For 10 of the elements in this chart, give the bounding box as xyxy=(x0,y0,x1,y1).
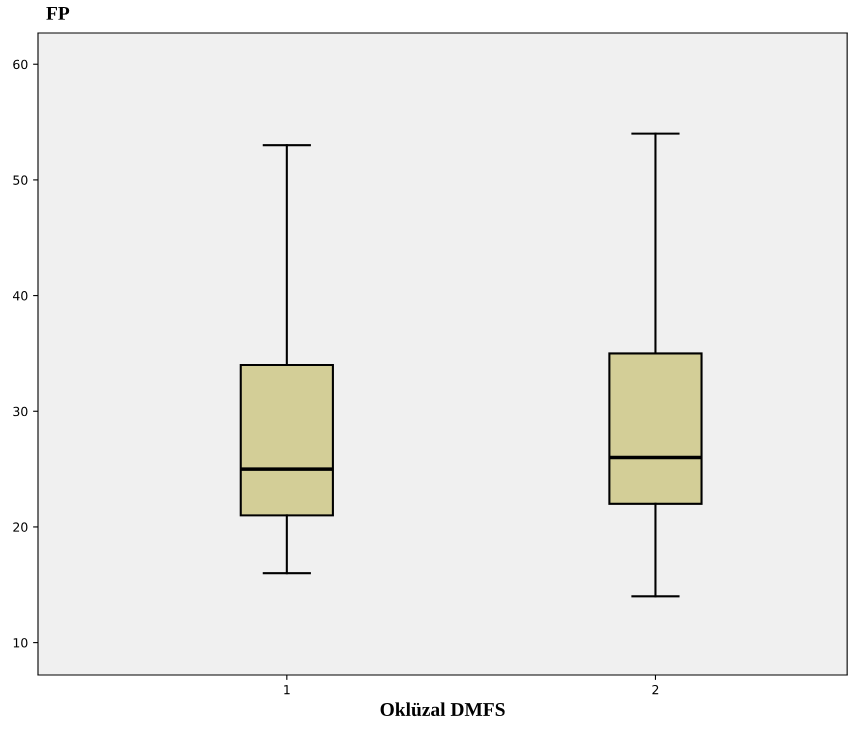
y-tick-label: 40 xyxy=(12,291,28,301)
y-tick-label: 10 xyxy=(14,638,28,648)
x-axis-title: Oklüzal DMFS xyxy=(380,702,505,716)
x-tick-label: 2 xyxy=(652,684,658,694)
y-tick-label: 60 xyxy=(13,60,28,70)
x-tick-label: 1 xyxy=(284,685,290,694)
y-axis-title: FP xyxy=(46,6,70,20)
y-tick-label: 30 xyxy=(13,406,28,416)
y-tick-label: 50 xyxy=(13,175,28,185)
y-tick-label: 20 xyxy=(13,522,28,532)
